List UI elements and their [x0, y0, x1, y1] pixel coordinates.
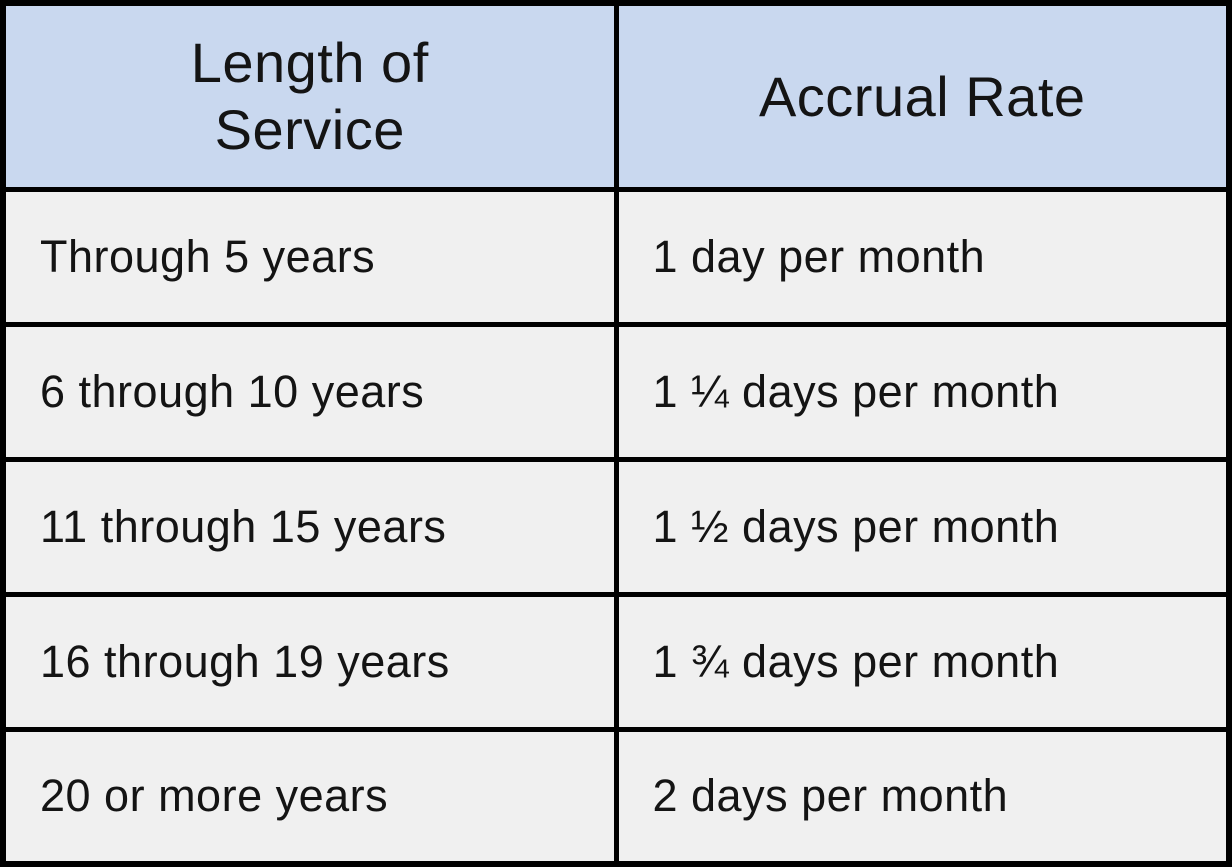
- cell-accrual-rate: 1 ¾ days per month: [613, 591, 1232, 732]
- cell-accrual-rate: 1 ½ days per month: [613, 456, 1232, 597]
- cell-length-of-service: 20 or more years: [0, 726, 619, 867]
- header-row: Length of Service Accrual Rate: [0, 0, 1232, 192]
- table-row: Through 5 years 1 day per month: [0, 186, 1232, 327]
- column-header-accrual-rate: Accrual Rate: [613, 0, 1232, 192]
- header-line: Service: [214, 98, 405, 162]
- table-row: 6 through 10 years 1 ¼ days per month: [0, 321, 1232, 462]
- table-row: 20 or more years 2 days per month: [0, 726, 1232, 867]
- table-row: 16 through 19 years 1 ¾ days per month: [0, 591, 1232, 732]
- table-header: Length of Service Accrual Rate: [0, 0, 1232, 192]
- cell-length-of-service: Through 5 years: [0, 186, 619, 327]
- table-row: 11 through 15 years 1 ½ days per month: [0, 456, 1232, 597]
- cell-length-of-service: 11 through 15 years: [0, 456, 619, 597]
- cell-accrual-rate: 1 ¼ days per month: [613, 321, 1232, 462]
- cell-length-of-service: 16 through 19 years: [0, 591, 619, 732]
- cell-accrual-rate: 2 days per month: [613, 726, 1232, 867]
- column-header-length-of-service: Length of Service: [0, 0, 619, 192]
- cell-length-of-service: 6 through 10 years: [0, 321, 619, 462]
- header-line: Length of: [190, 31, 429, 95]
- table-body: Through 5 years 1 day per month 6 throug…: [0, 186, 1232, 867]
- header-line: Accrual Rate: [758, 64, 1086, 128]
- cell-accrual-rate: 1 day per month: [613, 186, 1232, 327]
